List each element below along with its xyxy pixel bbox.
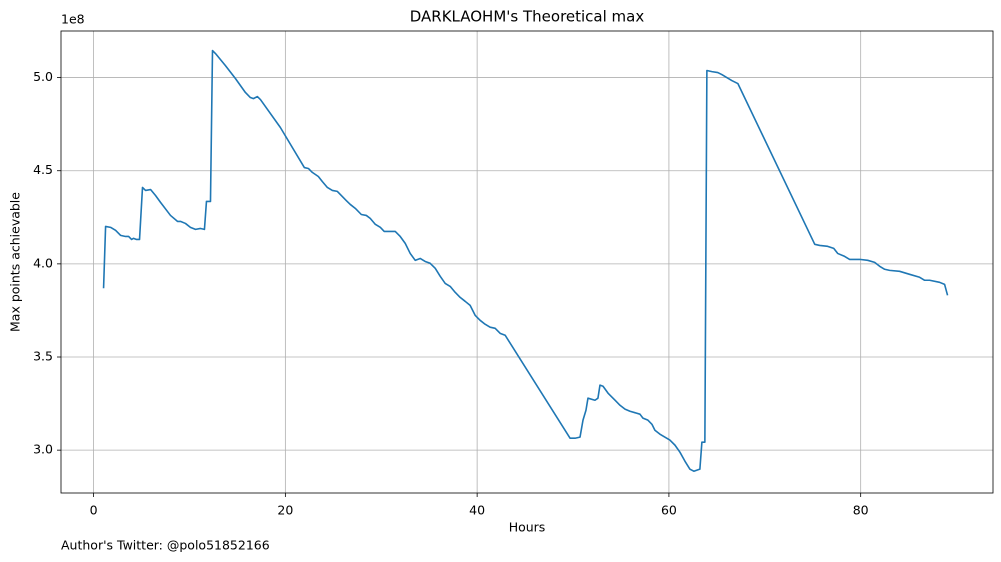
annotation: Author's Twitter: @polo51852166 (61, 538, 270, 553)
y-axis-label: Max points achievable (8, 192, 23, 332)
y-tick-label: 5.0 (33, 69, 53, 84)
x-tick-label: 60 (661, 503, 677, 518)
y-tick-label: 3.0 (33, 442, 53, 457)
plot-frame (60, 30, 994, 494)
data-line (102, 49, 949, 472)
y-tick-label: 4.0 (33, 255, 53, 270)
x-tick-label: 0 (90, 503, 98, 518)
x-axis-label: Hours (509, 520, 546, 535)
y-tick-label: 3.5 (33, 349, 53, 364)
y-tick-label: 4.5 (33, 162, 53, 177)
x-tick-label: 40 (469, 503, 485, 518)
y-offset-label: 1e8 (61, 12, 85, 27)
x-tick-label: 20 (277, 503, 293, 518)
x-tick-label: 80 (853, 503, 869, 518)
chart-title: DARKLAOHM's Theoretical max (410, 8, 645, 26)
